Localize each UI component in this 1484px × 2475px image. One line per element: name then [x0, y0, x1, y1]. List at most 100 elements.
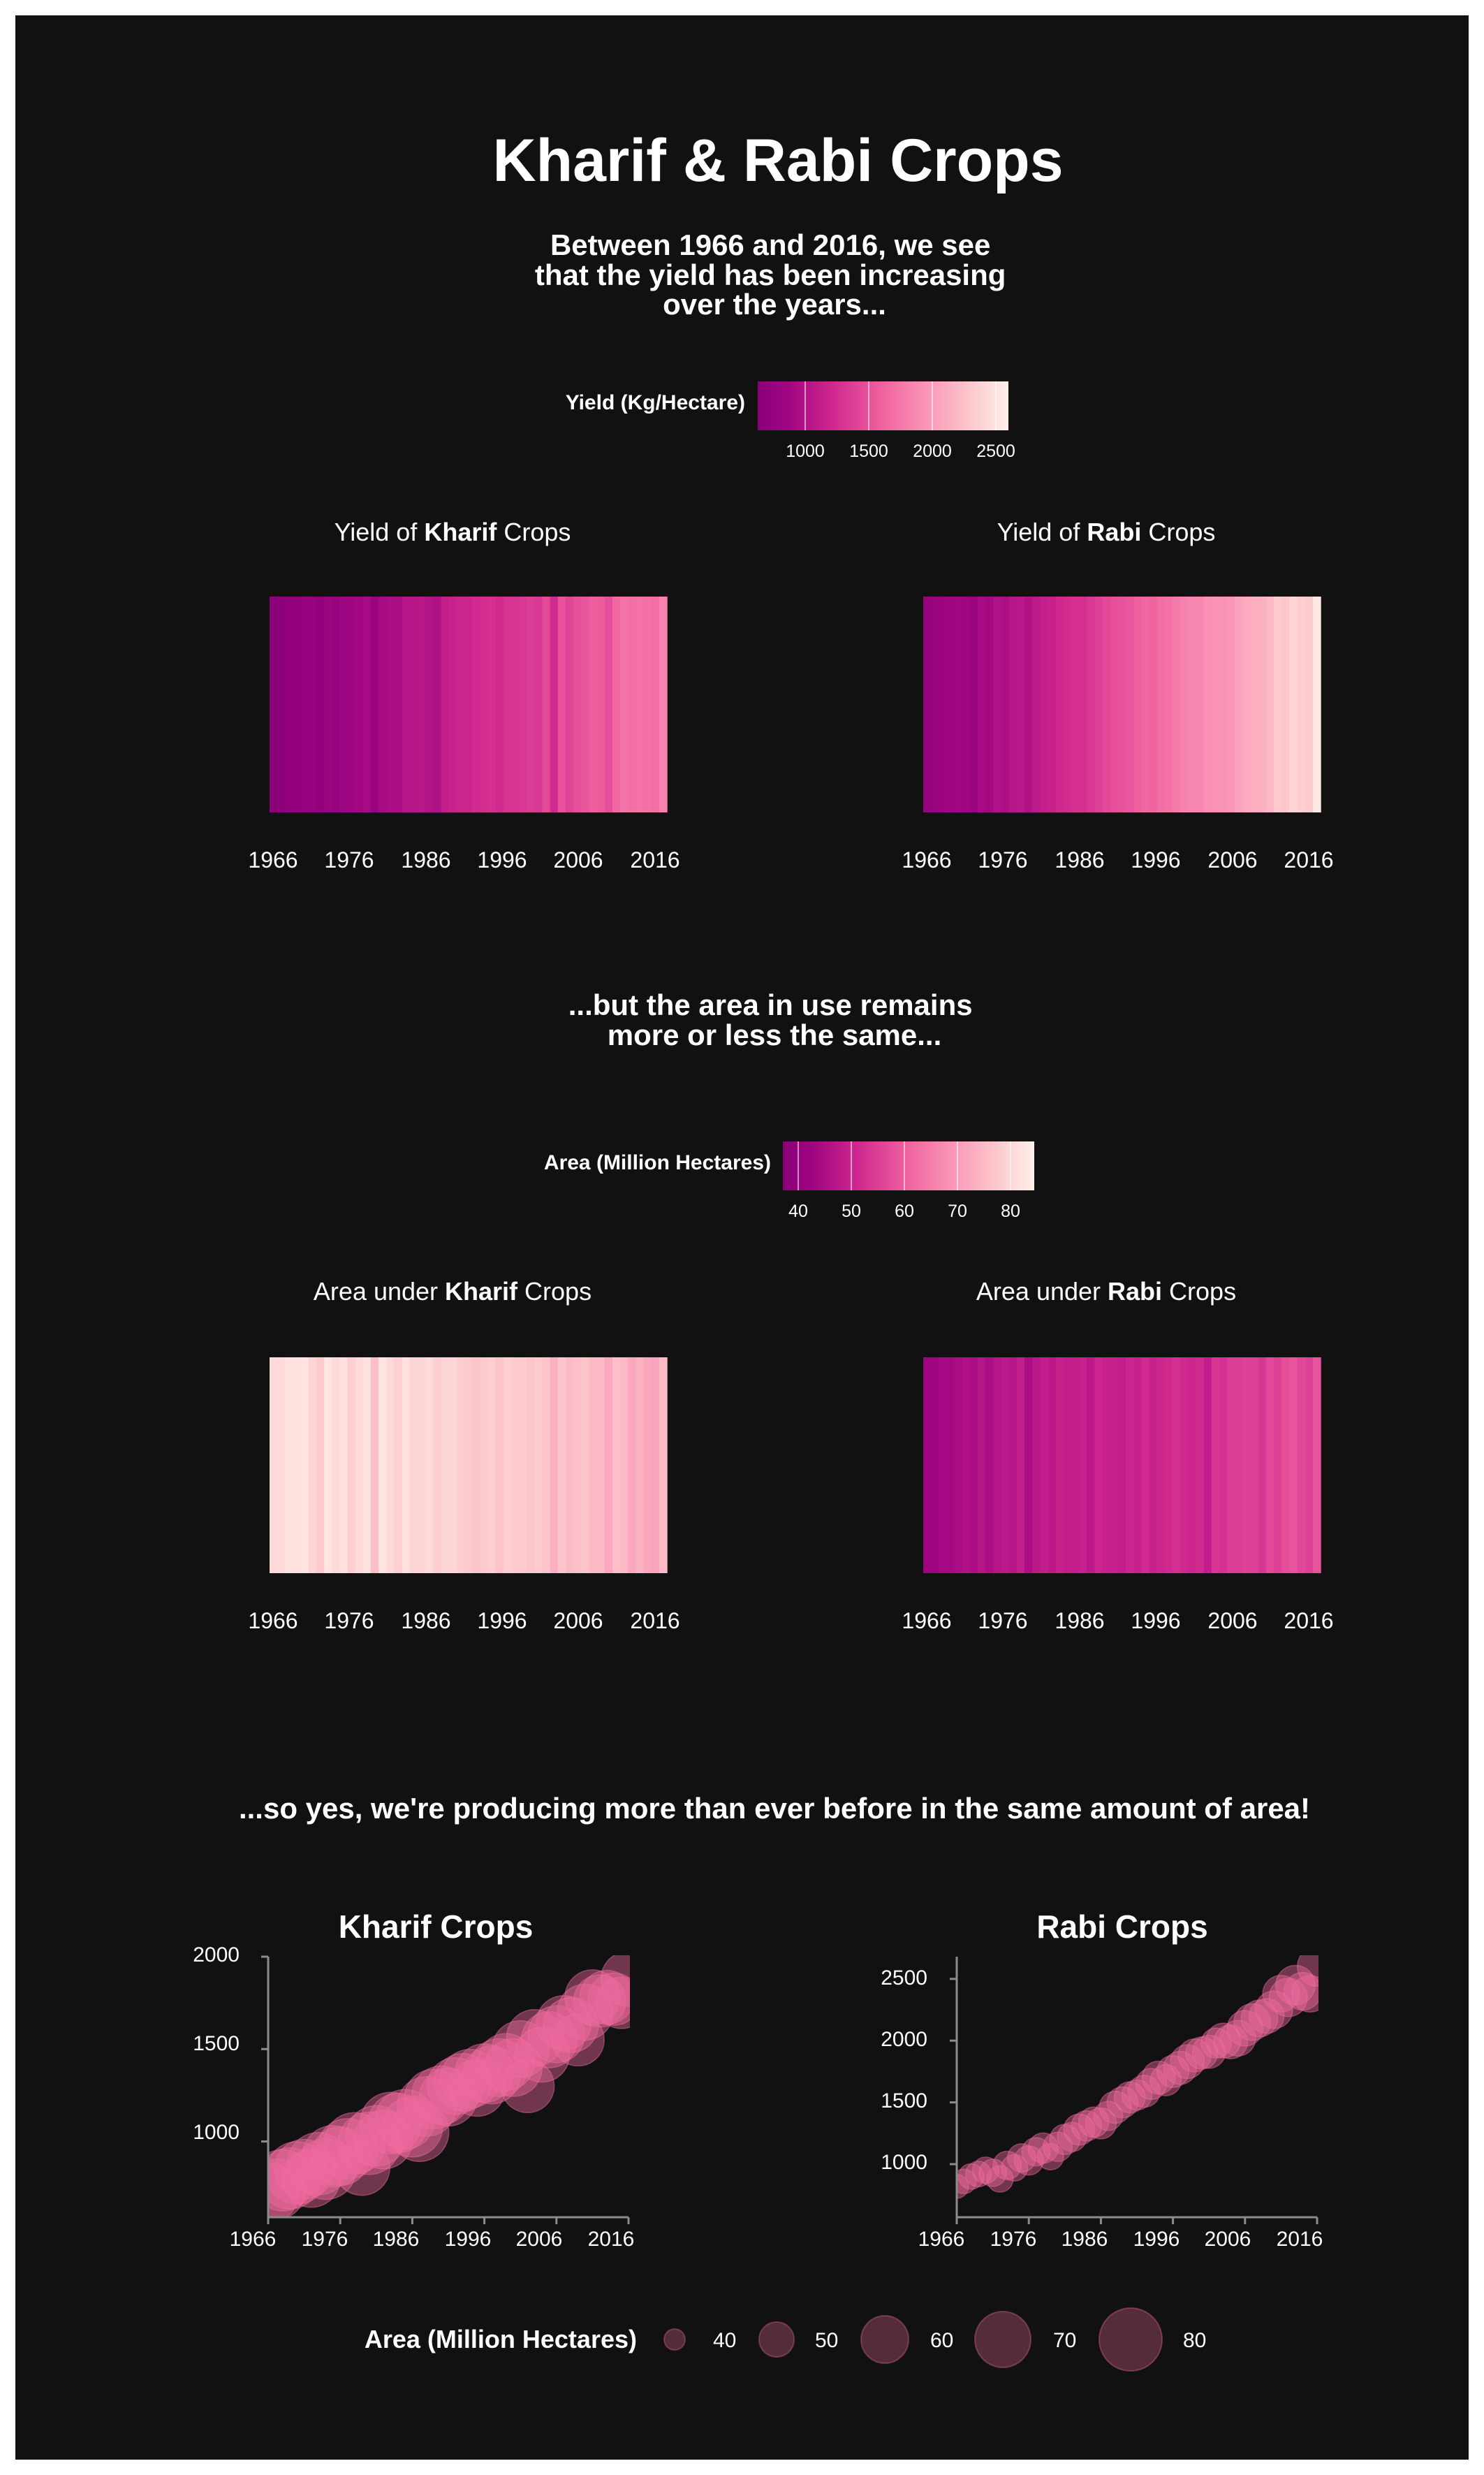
data-bubble [440, 2048, 500, 2109]
heatmap-cell [1126, 1357, 1134, 1573]
yield-caption-line-1: Between 1966 and 2016, we see [550, 228, 990, 261]
heatmap-cell [379, 1357, 388, 1573]
data-bubble [477, 2033, 536, 2091]
heatmap-cell [324, 1357, 332, 1573]
heatmap-cell [573, 597, 582, 812]
heatmap-cell [954, 597, 963, 812]
data-bubble [1283, 1971, 1318, 2011]
data-bubble [274, 2138, 335, 2200]
data-bubble [1226, 2010, 1264, 2047]
y-tick-label: 1500 [881, 2089, 927, 2112]
heatmap-cell [1312, 597, 1321, 812]
data-bubble [514, 2027, 571, 2083]
heatmap-cell [347, 1357, 356, 1573]
heatmap-cell [1008, 597, 1018, 812]
y-tick-label: 2000 [193, 1943, 240, 1966]
heatmap-cell [332, 597, 341, 812]
size-legend-title: Area (Million Hectares) [365, 2325, 637, 2353]
heatmap-cell [542, 1357, 551, 1573]
heatmap-cell [1235, 597, 1244, 812]
heatmap-cell [316, 597, 325, 812]
y-tick-label: 2500 [881, 1966, 927, 1990]
data-bubble [1093, 2101, 1124, 2131]
data-bubble [1213, 2024, 1249, 2059]
heatmap-cell [1211, 597, 1220, 812]
heatmap-cell [379, 597, 388, 812]
heatmap-cell [300, 597, 309, 812]
x-tick-label: 1966 [918, 2228, 965, 2251]
heatmap-cell [651, 1357, 660, 1573]
size-legend-bubble [758, 2321, 795, 2358]
heatmap-cell [1094, 1357, 1103, 1573]
heatmap-cell [487, 597, 497, 812]
heatmap-cell [503, 1357, 512, 1573]
yield-rabi-title-prefix: Yield of [997, 518, 1087, 546]
data-bubble [600, 1955, 630, 2007]
x-tick-label: 2006 [516, 2228, 563, 2251]
heatmap-cell [270, 597, 278, 812]
x-tick-label: 1996 [445, 2228, 492, 2251]
heatmap-cell [417, 1357, 426, 1573]
heatmap-cell [589, 1357, 598, 1573]
heatmap-cell [1110, 1357, 1119, 1573]
x-tick-label: 2006 [1205, 2228, 1251, 2251]
size-legend-bubble [860, 2315, 909, 2364]
heatmap-cell [573, 1357, 582, 1573]
heatmap-cell [456, 1357, 465, 1573]
heatmap-cell [386, 597, 395, 812]
yield-caption-line-3: over the years... [663, 288, 886, 321]
heatmap-cell [542, 597, 551, 812]
heatmap-cell [604, 597, 613, 812]
x-tick-label: 1976 [990, 2228, 1037, 2251]
yield-rabi-title: Yield of Rabi Crops [997, 518, 1216, 546]
data-bubble [333, 2138, 391, 2196]
data-bubble [1191, 2034, 1226, 2069]
heatmap-cell [402, 597, 411, 812]
heatmap-cell [1242, 597, 1251, 812]
heatmap-cell [931, 1357, 940, 1573]
heatmap-cell [1133, 597, 1143, 812]
x-tick-label: 1986 [1055, 1608, 1104, 1633]
data-bubble [1106, 2086, 1139, 2119]
heatmap-cell [527, 597, 536, 812]
heatmap-cell [1156, 1357, 1166, 1573]
heatmap-cell [946, 597, 955, 812]
heatmap-cell [985, 1357, 994, 1573]
heatmap-cell [1016, 597, 1025, 812]
area-legend-tick-label: 40 [788, 1202, 808, 1221]
heatmap-cell [339, 597, 348, 812]
heatmap-cell [308, 597, 317, 812]
heatmap-cell [527, 1357, 536, 1573]
heatmap-cell [1055, 597, 1064, 812]
heatmap-cell [1173, 1357, 1181, 1573]
heatmap-cell [1180, 1357, 1189, 1573]
heatmap-cell [472, 597, 480, 812]
yield-rabi-title-suffix: Crops [1141, 518, 1215, 546]
heatmap-cell [1001, 597, 1010, 812]
scatter-caption: ...so yes, we're producing more than eve… [239, 1792, 1310, 1825]
heatmap-cell [394, 1357, 403, 1573]
heatmap-cell [1016, 1357, 1025, 1573]
heatmap-cell [1219, 1357, 1228, 1573]
data-bubble [557, 1983, 614, 2041]
data-bubble [964, 2161, 992, 2188]
heatmap-cell [1203, 597, 1212, 812]
data-bubble [551, 2013, 605, 2067]
data-bubble [520, 2011, 578, 2068]
y-tick-label: 2000 [881, 2028, 927, 2051]
heatmap-cell [550, 1357, 559, 1573]
heatmap-cell [1211, 1357, 1220, 1573]
heatmap-cell [425, 597, 434, 812]
yield-rabi-heatmap [923, 597, 1321, 812]
data-bubble [564, 1969, 621, 2026]
area-caption-line-2: more or less the same... [608, 1019, 942, 1051]
area-kharif-title-prefix: Area under [314, 1277, 445, 1306]
data-bubble [1262, 1975, 1300, 2013]
data-bubble [1042, 2131, 1073, 2162]
yield-caption: Between 1966 and 2016, we see that the y… [535, 228, 1014, 321]
heatmap-cell [425, 1357, 434, 1573]
heatmap-cell [371, 597, 379, 812]
heatmap-cell [1188, 597, 1197, 812]
data-bubble [1021, 2137, 1051, 2167]
heatmap-cell [1048, 1357, 1057, 1573]
